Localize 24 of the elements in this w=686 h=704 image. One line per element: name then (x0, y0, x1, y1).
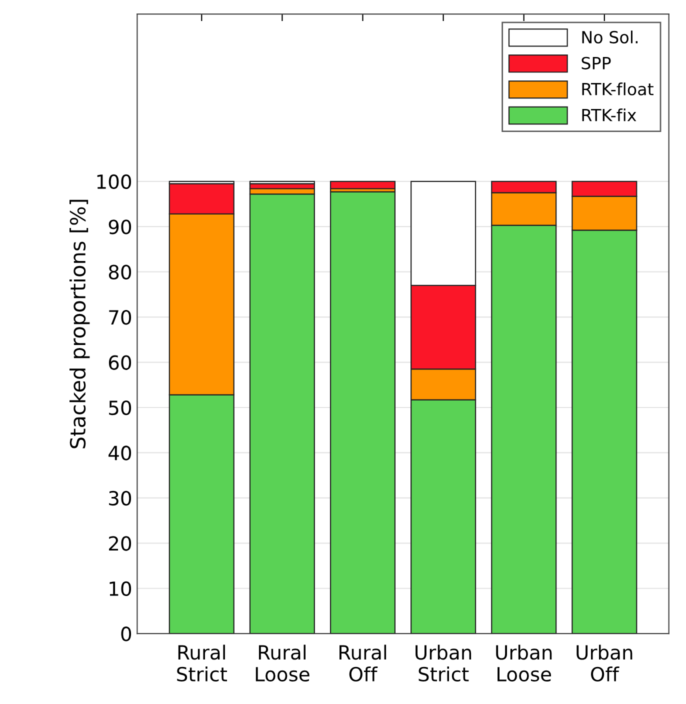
legend-label: RTK-float (582, 82, 654, 96)
y-tick-label: 40 (108, 446, 132, 460)
y-tick-label: 80 (108, 264, 132, 280)
x-tick-label: Urban Off (576, 644, 632, 682)
x-tick-label: Rural Off (340, 644, 386, 682)
y-tick-label: 20 (109, 536, 132, 551)
y-axis-title: Stacked proportions [%] (70, 200, 90, 448)
x-tick-label: Urban Strict (416, 644, 472, 682)
x-tick-label: Rural Strict (177, 644, 228, 682)
legend-label: RTK-fix (582, 108, 636, 122)
x-tick-label: Rural Loose (256, 644, 310, 682)
legend-label: No Sol. (582, 30, 638, 44)
bar (330, 191, 396, 634)
x-tick-label: Urban Loose (496, 644, 552, 682)
bar (330, 180, 396, 190)
y-tick-label: 10 (110, 581, 132, 596)
y-tick-label: 0 (121, 626, 132, 642)
y-tick-label: 90 (108, 220, 132, 234)
y-tick-label: 50 (109, 400, 132, 416)
legend-label: SPP (582, 56, 611, 70)
y-tick-label: 100 (97, 174, 132, 190)
y-tick-label: 60 (108, 355, 132, 370)
y-tick-label: 30 (109, 490, 132, 506)
y-tick-label: 70 (109, 310, 132, 325)
